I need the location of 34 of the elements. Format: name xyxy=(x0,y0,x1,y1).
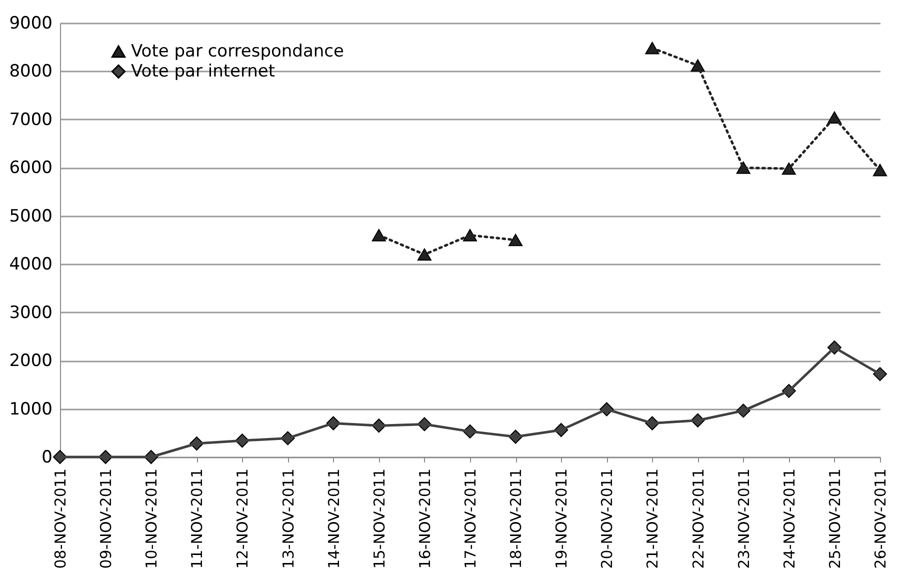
x-tick-label: 24-NOV-2011 xyxy=(780,468,798,569)
x-tick-label: 09-NOV-2011 xyxy=(97,468,116,569)
y-tick-label: 9000 xyxy=(9,14,52,34)
y-tick-label: 6000 xyxy=(9,158,52,178)
x-tick-label: 08-NOV-2011 xyxy=(52,468,70,569)
x-tick-label: 19-NOV-2011 xyxy=(552,468,571,569)
y-tick-label: 3000 xyxy=(9,302,52,323)
y-tick-label: 7000 xyxy=(9,110,52,130)
x-tick-label: 13-NOV-2011 xyxy=(279,468,298,569)
y-tick-label: 1000 xyxy=(9,399,52,420)
y-tick-label: 5000 xyxy=(9,206,52,226)
point xyxy=(782,162,796,175)
x-tick-label: 23-NOV-2011 xyxy=(734,468,753,569)
x-tick-label: 22-NOV-2011 xyxy=(689,468,708,569)
y-tick-label: 2000 xyxy=(9,351,52,372)
x-tick-label: 16-NOV-2011 xyxy=(416,468,434,569)
y-tick-label: 8000 xyxy=(9,62,52,82)
x-tick-label: 11-NOV-2011 xyxy=(188,468,206,569)
x-tick-label: 20-NOV-2011 xyxy=(598,468,616,569)
y-tick-label: 4000 xyxy=(9,254,52,275)
x-tick-label: 21-NOV-2011 xyxy=(644,468,662,569)
point xyxy=(508,234,523,246)
legend-label: Vote par correspondance xyxy=(131,42,344,62)
x-tick-label: 14-NOV-2011 xyxy=(324,468,343,569)
x-tick-label: 10-NOV-2011 xyxy=(142,468,161,569)
point xyxy=(372,229,386,242)
x-tick-label: 17-NOV-2011 xyxy=(462,468,480,569)
x-tick-label: 18-NOV-2011 xyxy=(507,468,526,569)
x-tick-label: 12-NOV-2011 xyxy=(234,468,252,569)
y-tick-label: 0 xyxy=(42,448,52,468)
x-tick-label: 15-NOV-2011 xyxy=(370,468,388,569)
x-tick-label: 25-NOV-2011 xyxy=(826,468,844,569)
x-tick-label: 26-NOV-2011 xyxy=(872,468,890,569)
legend-label: Vote par internet xyxy=(131,62,276,82)
